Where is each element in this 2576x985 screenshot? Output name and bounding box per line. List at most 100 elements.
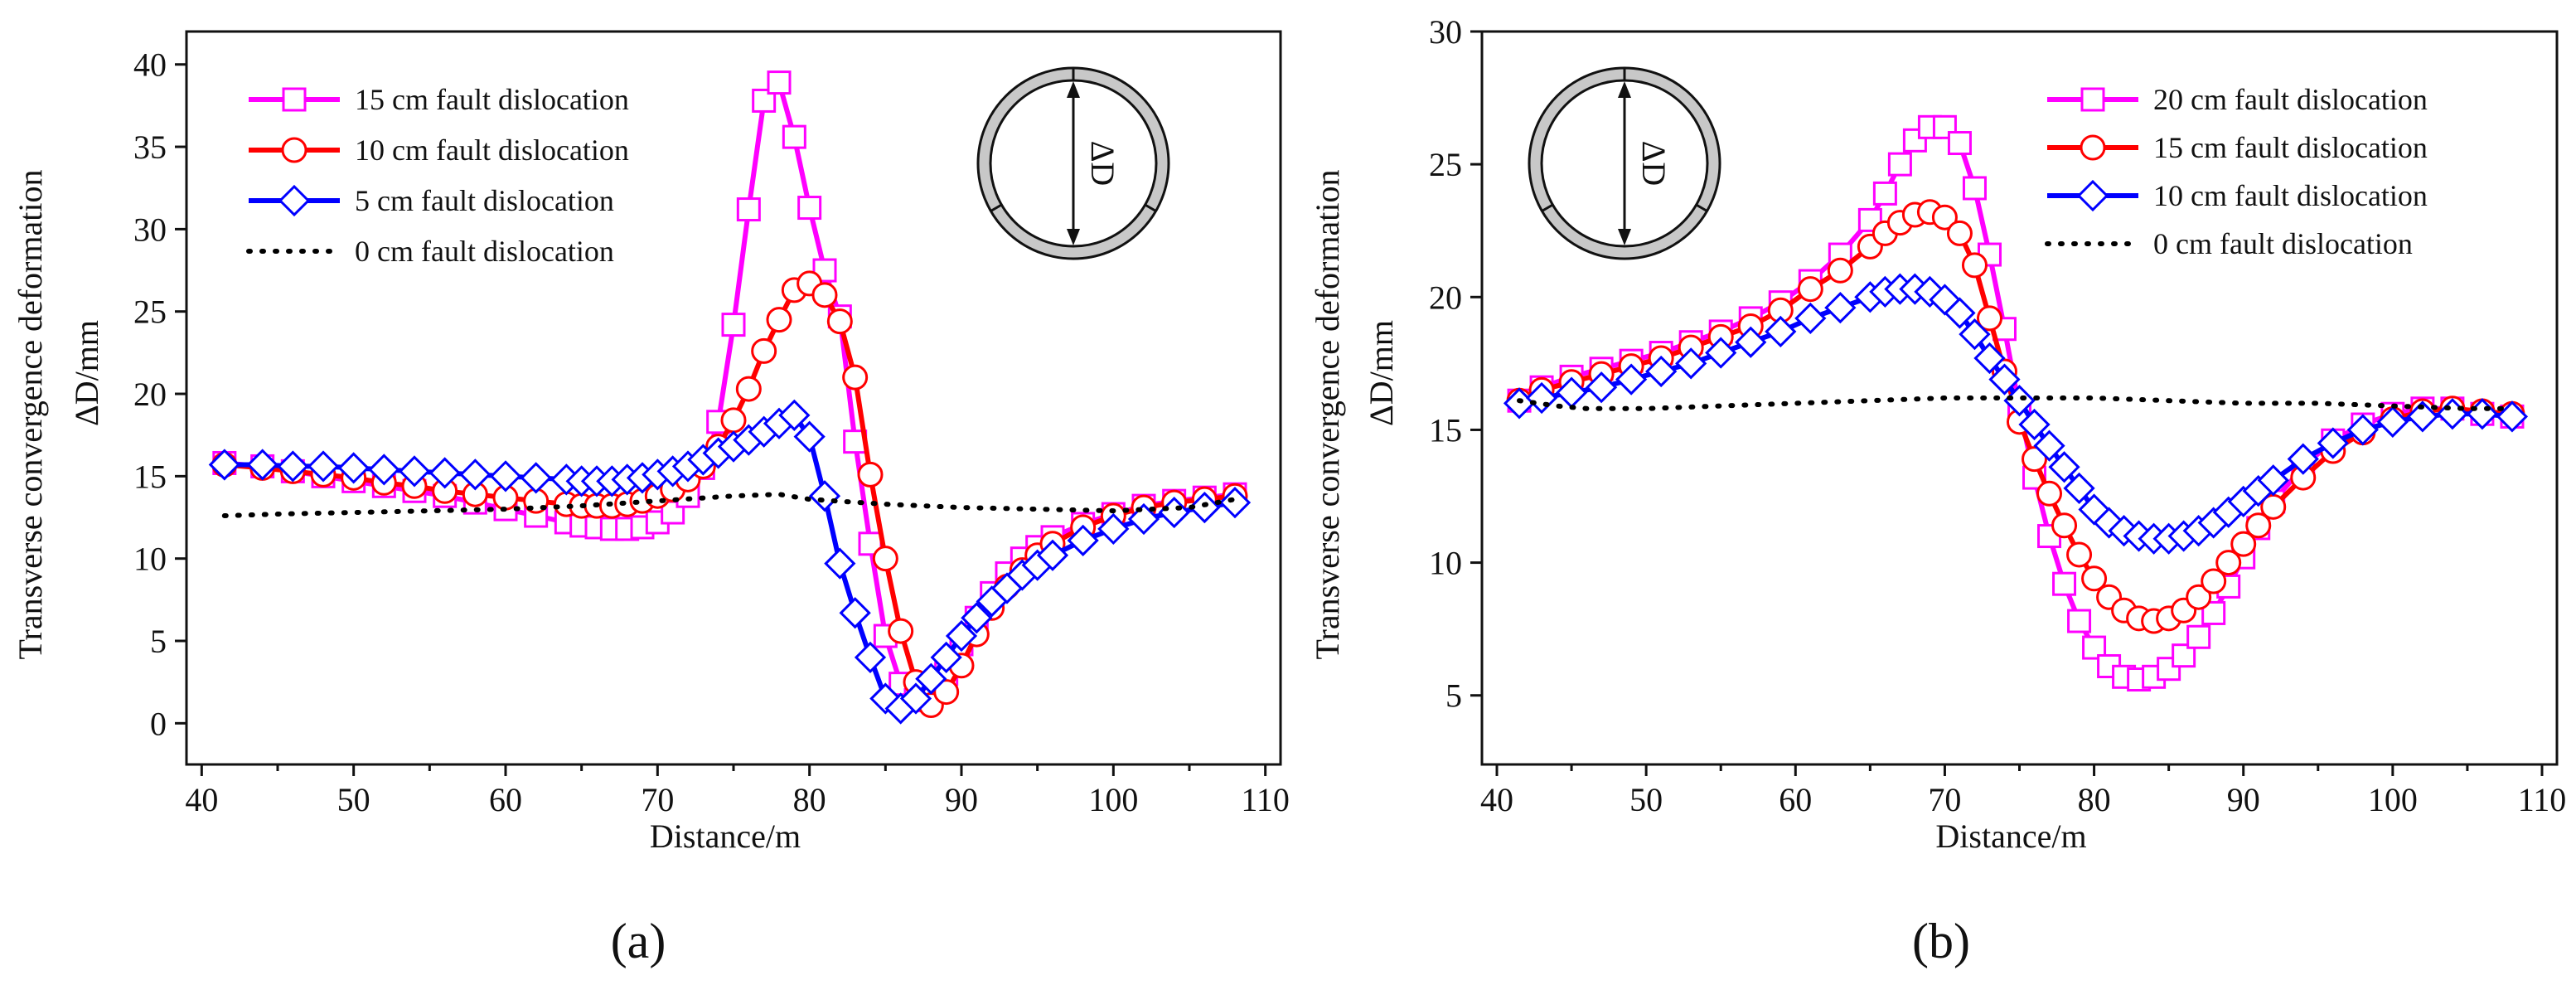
data-point-circle <box>1827 257 1853 284</box>
data-point-circle <box>1961 252 1988 279</box>
legend-label: 10 cm fault dislocation <box>355 133 629 167</box>
data-point-diamond <box>2376 405 2409 438</box>
y-tick-label: 10 <box>133 541 167 578</box>
series-line <box>1517 395 2515 411</box>
legend-label: 20 cm fault dislocation <box>2153 83 2428 116</box>
data-point-diamond <box>1218 487 1252 519</box>
data-point-square <box>1887 152 1912 177</box>
data-point-square <box>2052 571 2077 596</box>
y-tick-label: 25 <box>1429 146 1462 183</box>
data-point-diamond <box>854 641 887 673</box>
data-point-diamond <box>1097 512 1130 546</box>
legend-marker-diamond <box>278 184 311 217</box>
x-tick-label: 40 <box>185 781 218 818</box>
data-point-diamond <box>808 480 841 512</box>
data-point-square <box>782 124 806 149</box>
chart-panel-a: 40 50 60 70 80 90 100 110 0 5 10 15 20 25 30 35 40 Distan… <box>12 30 1290 968</box>
legend-label: 10 cm fault dislocation <box>2153 179 2428 212</box>
data-point-diamond <box>429 457 461 489</box>
data-point-circle <box>2215 550 2242 576</box>
y-tick-label: 5 <box>150 623 167 660</box>
data-point-diamond <box>1973 342 2006 375</box>
data-point-diamond <box>2033 429 2065 462</box>
x-tick-label: 90 <box>945 781 978 818</box>
segment-joint <box>1144 203 1157 212</box>
data-point-circle <box>2022 446 2048 473</box>
legend-label: 0 cm fault dislocation <box>2153 227 2413 260</box>
data-point-diamond <box>961 602 993 634</box>
y-tick-label: 0 <box>150 705 167 742</box>
data-point-circle <box>766 307 792 333</box>
y-tick-label: 15 <box>133 458 167 495</box>
data-point-circle <box>2066 541 2093 568</box>
x-tick-label: 80 <box>793 781 826 818</box>
data-point-diamond <box>778 399 811 431</box>
data-point-diamond <box>459 459 491 491</box>
x-tick-label: 50 <box>1629 781 1663 818</box>
data-point-diamond <box>1615 363 1648 395</box>
data-point-diamond <box>1944 297 1976 329</box>
legend-label: 15 cm fault dislocation <box>355 83 629 116</box>
data-point-diamond <box>1824 291 1857 324</box>
data-point-circle <box>735 376 762 402</box>
data-point-diamond <box>1127 502 1160 536</box>
data-point-diamond <box>368 454 400 486</box>
data-point-diamond <box>2346 414 2379 446</box>
delta-d-label: ΔD <box>1084 141 1121 187</box>
data-point-diamond <box>277 450 309 483</box>
data-point-diamond <box>2287 443 2319 475</box>
data-point-diamond <box>208 449 240 481</box>
data-point-circle <box>1946 220 1973 246</box>
series-dotted <box>1517 395 2515 411</box>
data-point-diamond <box>1794 302 1827 335</box>
panel-label: (a) <box>611 914 666 968</box>
data-point-diamond <box>824 547 856 580</box>
data-point-diamond <box>398 455 431 488</box>
arrow-head-up <box>1067 81 1080 98</box>
y-tick-label: 20 <box>1429 279 1462 316</box>
legend-label: 5 cm fault dislocation <box>355 184 614 217</box>
y-tick-label: 30 <box>133 211 167 248</box>
x-tick-label: 90 <box>2227 781 2260 818</box>
data-point-diamond <box>1735 326 1767 358</box>
y-tick-label: 35 <box>133 129 167 166</box>
data-point-square <box>797 196 822 221</box>
data-point-diamond <box>2063 472 2095 505</box>
data-point-diamond <box>1705 337 1737 369</box>
data-point-circle <box>857 461 884 488</box>
data-point-diamond <box>307 450 340 483</box>
data-point-square <box>767 70 792 95</box>
data-point-circle <box>1931 204 1958 230</box>
x-axis-label: Distance/m <box>650 818 801 855</box>
data-point-diamond <box>1765 315 1797 348</box>
x-tick-label: 80 <box>2078 781 2111 818</box>
data-point-circle <box>2230 531 2257 557</box>
series-diamond <box>1503 273 2529 555</box>
data-point-circle <box>826 308 853 335</box>
data-point-square <box>2067 609 2092 633</box>
segment-joint <box>1695 203 1708 212</box>
x-tick-label: 60 <box>489 781 522 818</box>
data-point-diamond <box>2018 408 2051 441</box>
data-point-diamond <box>1036 539 1069 571</box>
segment-joint <box>990 203 1003 212</box>
data-point-diamond <box>337 452 370 484</box>
x-tick-label: 100 <box>2368 781 2418 818</box>
y-tick-label: 20 <box>133 376 167 413</box>
data-point-diamond <box>1189 491 1221 524</box>
y-tick-label: 5 <box>1445 677 1462 715</box>
data-point-circle <box>2201 568 2227 594</box>
legend-label: 15 cm fault dislocation <box>2153 131 2428 164</box>
data-point-circle <box>2051 512 2078 539</box>
data-point-circle <box>872 546 898 572</box>
y-tick-label: 15 <box>1429 411 1462 449</box>
tunnel-section-icon: ΔD <box>976 66 1170 260</box>
data-point-square <box>1932 114 1957 139</box>
x-tick-label: 70 <box>1928 781 1961 818</box>
y-tick-label: 30 <box>1429 13 1462 51</box>
data-point-diamond <box>1988 363 2021 395</box>
legend-marker-square <box>282 87 307 112</box>
x-tick-label: 40 <box>1480 781 1513 818</box>
y-tick-label: 40 <box>133 46 167 84</box>
